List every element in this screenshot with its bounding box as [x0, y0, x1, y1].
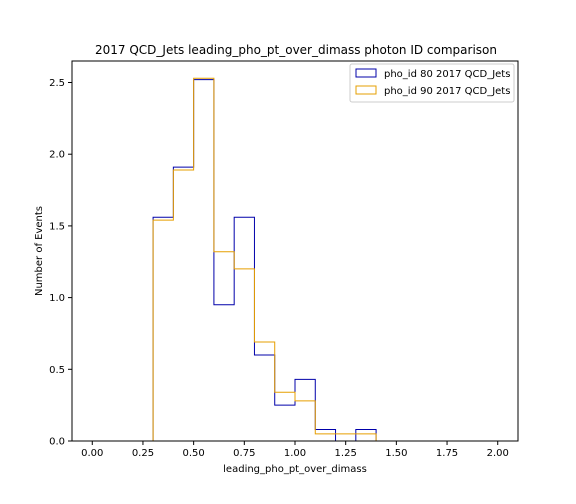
x-tick-label: 0.50: [183, 448, 205, 459]
legend-label-series-2: pho_id 90 2017 QCD_Jets: [384, 86, 510, 97]
legend: pho_id 80 2017 QCD_Jets pho_id 90 2017 Q…: [349, 63, 515, 103]
y-tick-label: 0.0: [49, 437, 65, 448]
x-tick-label: 1.75: [436, 448, 458, 459]
x-axis-label: leading_pho_pt_over_dimass: [223, 464, 367, 475]
x-tick-label: 1.50: [385, 448, 407, 459]
x-tick-label: 2.00: [487, 448, 509, 459]
x-tick-label: 0.25: [132, 448, 154, 459]
x-axis-ticks: 0.00 0.25 0.50 0.75 1.00 1.25 1.50 1.75 2.00: [81, 441, 509, 459]
y-axis-ticks: 0.0 0.5 1.0 1.5 2.0 2.5: [49, 78, 72, 448]
x-tick-label: 0.75: [233, 448, 255, 459]
y-tick-label: 0.5: [49, 365, 65, 376]
plot-area: [72, 61, 518, 441]
legend-label-series-1: pho_id 80 2017 QCD_Jets: [384, 69, 510, 80]
chart-title: 2017 QCD_Jets leading_pho_pt_over_dimass…: [95, 43, 497, 57]
y-tick-label: 2.0: [49, 150, 65, 161]
legend-swatch-series-1: [355, 68, 377, 78]
y-tick-label: 1.5: [49, 221, 65, 232]
y-tick-label: 2.5: [49, 78, 65, 89]
x-tick-label: 1.00: [284, 448, 306, 459]
x-tick-label: 1.25: [335, 448, 357, 459]
y-axis-label: Number of Events: [34, 206, 45, 296]
x-tick-label: 0.00: [81, 448, 103, 459]
legend-swatch-series-2: [355, 85, 377, 95]
legend-box: [349, 63, 515, 103]
y-tick-label: 1.0: [49, 293, 65, 304]
